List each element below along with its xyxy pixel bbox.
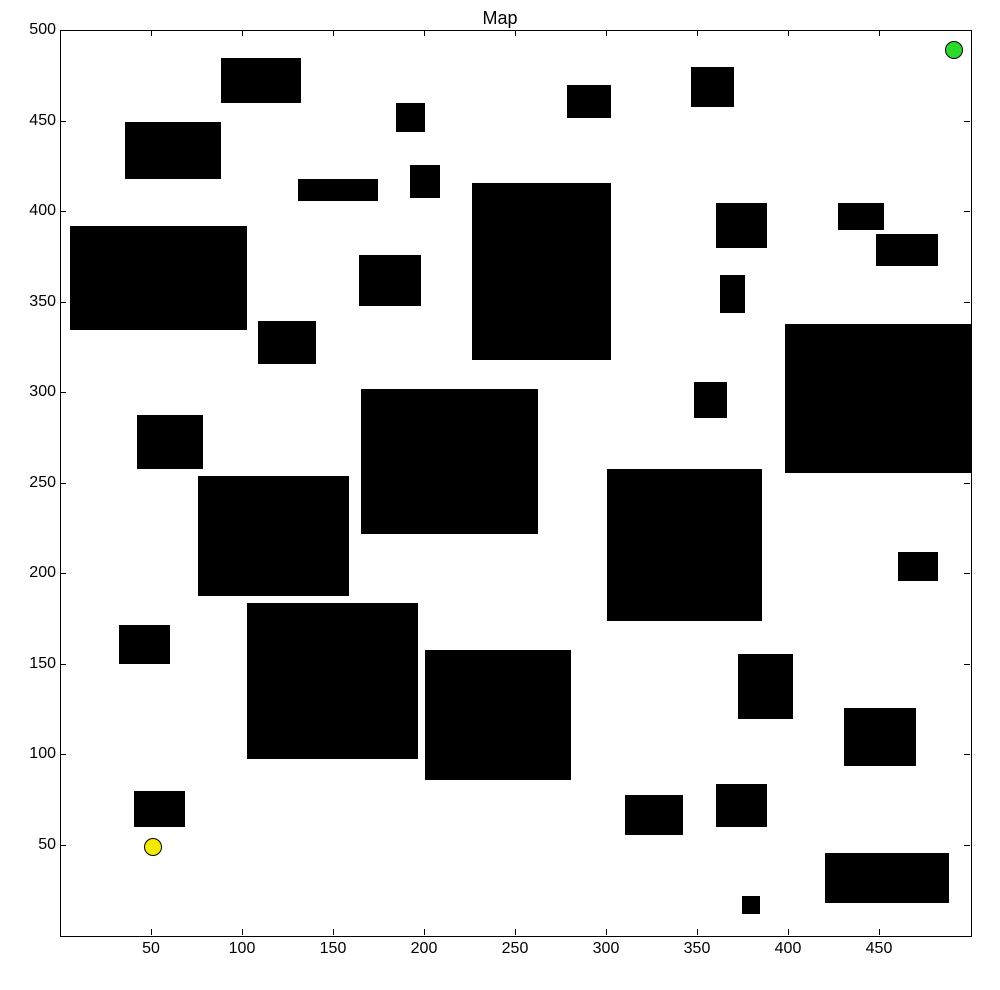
obstacle [738,654,793,719]
x-tick-label: 400 [763,940,813,958]
obstacle [716,784,767,827]
obstacle [134,791,185,827]
obstacle [607,469,762,621]
y-tick [60,302,66,303]
y-tick [60,845,66,846]
obstacle [691,67,735,107]
chart-title: Map [0,8,1000,29]
y-tick [964,211,970,212]
obstacle [247,603,418,759]
y-tick [60,392,66,393]
obstacle [567,85,611,118]
y-tick [60,754,66,755]
y-tick [964,664,970,665]
obstacle [742,896,760,914]
start-marker [144,838,162,856]
obstacle [472,183,610,360]
y-tick [964,302,970,303]
x-tick [515,929,516,935]
x-tick-label: 50 [126,940,176,958]
x-tick [606,929,607,935]
x-tick-label: 200 [399,940,449,958]
x-tick [697,30,698,36]
obstacle [844,708,917,766]
obstacle [625,795,683,835]
obstacle [694,382,727,418]
x-tick [879,30,880,36]
y-tick [60,121,66,122]
y-tick [964,845,970,846]
y-tick-label: 50 [6,836,56,854]
obstacle [425,650,571,780]
obstacle [298,179,378,201]
obstacle [785,324,971,472]
x-tick [788,929,789,935]
x-tick-label: 350 [672,940,722,958]
x-tick [333,30,334,36]
y-tick [60,573,66,574]
y-tick-label: 100 [6,745,56,763]
x-tick-label: 150 [308,940,358,958]
y-tick [60,211,66,212]
y-tick [964,573,970,574]
y-tick [60,30,66,31]
x-tick [879,929,880,935]
x-tick-label: 250 [490,940,540,958]
obstacle [410,165,439,198]
obstacle [720,275,745,313]
x-tick-label: 300 [581,940,631,958]
x-tick [424,929,425,935]
obstacle [70,226,247,329]
x-tick [424,30,425,36]
y-tick-label: 250 [6,474,56,492]
obstacle [119,625,170,665]
plot-area [60,30,972,937]
obstacle [838,203,884,230]
y-tick-label: 500 [6,21,56,39]
y-tick-label: 200 [6,564,56,582]
obstacle [396,103,425,132]
goal-marker [945,41,963,59]
map-chart: Map 50 100 150 200 250 300 350 400 450 500 50 100 15… [0,0,1000,990]
y-tick [964,121,970,122]
obstacle [361,389,538,534]
x-tick [606,30,607,36]
x-tick [151,929,152,935]
y-tick [60,664,66,665]
y-tick-label: 400 [6,202,56,220]
obstacle [221,58,301,103]
y-tick-label: 450 [6,112,56,130]
x-tick [242,30,243,36]
x-tick [788,30,789,36]
obstacle [825,853,949,904]
obstacle [198,476,349,595]
y-tick-label: 350 [6,293,56,311]
y-tick-label: 300 [6,383,56,401]
y-tick [964,392,970,393]
obstacle [258,321,316,364]
x-tick [151,30,152,36]
obstacle [125,122,221,180]
y-tick [964,483,970,484]
x-tick [242,929,243,935]
x-tick-label: 100 [217,940,267,958]
x-tick-label: 450 [854,940,904,958]
x-tick [697,929,698,935]
y-tick [60,483,66,484]
x-tick [333,929,334,935]
obstacle [716,203,767,248]
obstacle [876,234,938,267]
y-tick-label: 150 [6,655,56,673]
obstacle [359,255,421,306]
y-tick [964,30,970,31]
obstacle [137,415,203,469]
x-tick [515,30,516,36]
obstacle [898,552,938,581]
y-tick [964,754,970,755]
